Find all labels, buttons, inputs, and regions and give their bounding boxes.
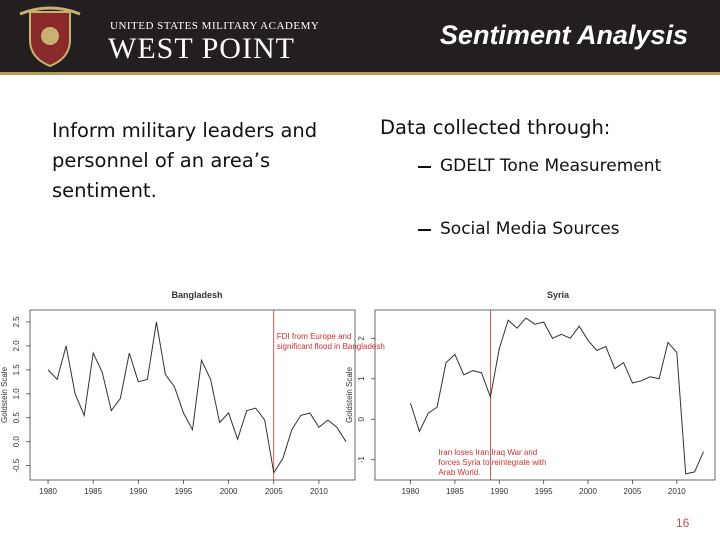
y-tick-label: 1.5	[12, 364, 21, 376]
y-tick-label: 2	[357, 336, 366, 341]
y-tick-label: 0.0	[12, 436, 21, 448]
y-tick-label: -1	[357, 456, 366, 464]
bullet-dash	[418, 166, 431, 168]
x-tick-label: 1990	[490, 487, 508, 496]
chart-title: Bangladesh	[171, 290, 222, 300]
org-line-2: WEST POINT	[108, 32, 295, 65]
plot-frame	[374, 309, 716, 481]
y-tick-label: 1.0	[12, 388, 21, 400]
x-tick-label: 1985	[84, 487, 102, 496]
crest	[19, 6, 81, 68]
y-tick-label: 0	[357, 417, 366, 422]
data-line	[47, 321, 347, 475]
y-axis-label: Goldstein Scale	[345, 366, 354, 423]
x-tick-label: 1990	[129, 487, 147, 496]
chart-title: Syria	[547, 290, 570, 300]
page-number: 16	[676, 516, 690, 530]
bullet-dash	[418, 229, 431, 231]
x-tick-label: 1980	[402, 487, 420, 496]
plot-frame	[29, 309, 356, 481]
sub-bullet: GDELT Tone Measurement	[440, 156, 662, 176]
y-tick-label: 2.0	[12, 340, 21, 352]
x-tick-label: 2005	[265, 487, 283, 496]
y-axis-label: Goldstein Scale	[0, 366, 9, 423]
x-tick-label: 1980	[39, 487, 57, 496]
y-tick-label: 0.5	[12, 412, 21, 424]
y-tick-label: -0.5	[12, 458, 21, 472]
x-tick-label: 2010	[668, 487, 686, 496]
left-bullet: Inform military leaders and personnel of…	[52, 119, 318, 202]
x-tick-label: 1985	[446, 487, 464, 496]
x-tick-label: 1995	[175, 487, 193, 496]
data-line	[410, 317, 704, 475]
sub-bullet: Social Media Sources	[440, 219, 620, 239]
annotation-text: FDI from Europe and significant flood in…	[276, 332, 385, 351]
right-heading: Data collected through:	[380, 116, 611, 139]
slide-title: Sentiment Analysis	[439, 20, 688, 50]
header-bar: UNITED STATES MILITARY ACADEMY WEST POIN…	[0, 0, 720, 75]
y-tick-label: 2.5	[12, 316, 21, 328]
x-tick-label: 1995	[535, 487, 553, 496]
x-tick-label: 2000	[220, 487, 238, 496]
x-tick-label: 2000	[579, 487, 597, 496]
x-tick-label: 2005	[624, 487, 642, 496]
annotation-text: Iran loses Iran Iraq War and forces Syri…	[438, 448, 547, 477]
x-tick-label: 2010	[310, 487, 328, 496]
org-line-1: UNITED STATES MILITARY ACADEMY	[110, 20, 320, 32]
y-tick-label: 1	[357, 376, 366, 381]
